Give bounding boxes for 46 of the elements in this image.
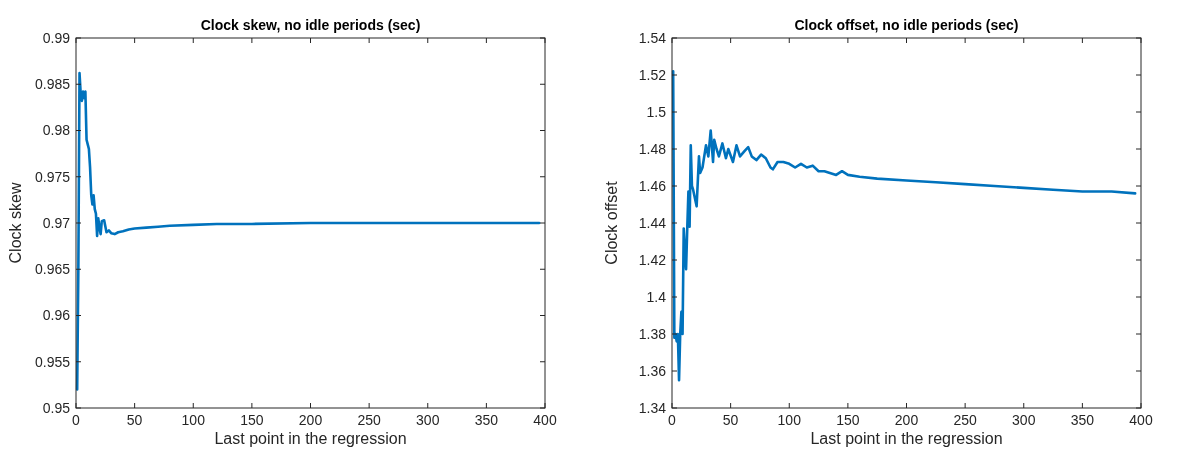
y-tick-label: 0.965 [34,261,71,278]
y-tick-label: 1.4 [646,288,667,305]
y-tick-label: 1.36 [638,362,667,379]
x-tick-label: 300 [1012,412,1036,428]
chart-title: Clock skew, no idle periods (sec) [200,17,421,33]
x-tick-label: 150 [836,412,860,428]
x-tick-label: 300 [416,412,440,428]
y-tick-label: 1.48 [638,140,667,157]
x-axis-title: Last point in the regression [214,430,407,447]
x-tick-label: 50 [722,412,739,428]
y-tick-label: 0.98 [42,122,71,139]
x-tick-label: 200 [894,412,919,428]
x-tick-label: 0 [668,412,677,428]
y-tick-label: 0.95 [42,399,71,416]
y-tick-label: 1.52 [638,66,667,83]
chart-title: Clock offset, no idle periods (sec) [794,17,1019,33]
y-tick-label: 0.97 [42,214,71,231]
x-tick-label: 250 [357,412,382,428]
y-tick-label: 0.955 [34,353,71,370]
x-tick-label: 100 [777,412,802,428]
y-tick-label: 0.96 [42,307,71,324]
y-axis-title: Clock skew [7,182,24,264]
y-tick-label: 1.38 [638,325,667,342]
line-series [671,70,1137,382]
y-tick-label: 1.42 [638,251,667,268]
x-tick-label: 400 [1129,412,1153,428]
y-tick-label: 1.44 [638,214,667,231]
y-axis-title: Clock offset [603,180,620,265]
y-tick-label: 0.975 [34,168,71,185]
x-tick-label: 350 [1070,412,1095,428]
y-tick-label: 0.985 [34,76,71,93]
x-tick-label: 400 [533,412,557,428]
x-tick-label: 50 [126,412,143,428]
y-tick-label: 0.99 [42,29,71,46]
line-series [75,71,541,391]
y-tick-label: 1.34 [638,399,667,416]
y-tick-label: 1.5 [646,103,667,120]
y-tick-label: 1.46 [638,177,667,194]
x-tick-label: 150 [240,412,264,428]
x-tick-label: 100 [181,412,206,428]
x-tick-label: 350 [474,412,499,428]
x-tick-label: 250 [953,412,978,428]
y-tick-label: 1.54 [638,29,667,46]
x-tick-label: 200 [298,412,323,428]
x-axis-title: Last point in the regression [810,430,1003,447]
x-tick-label: 0 [72,412,81,428]
